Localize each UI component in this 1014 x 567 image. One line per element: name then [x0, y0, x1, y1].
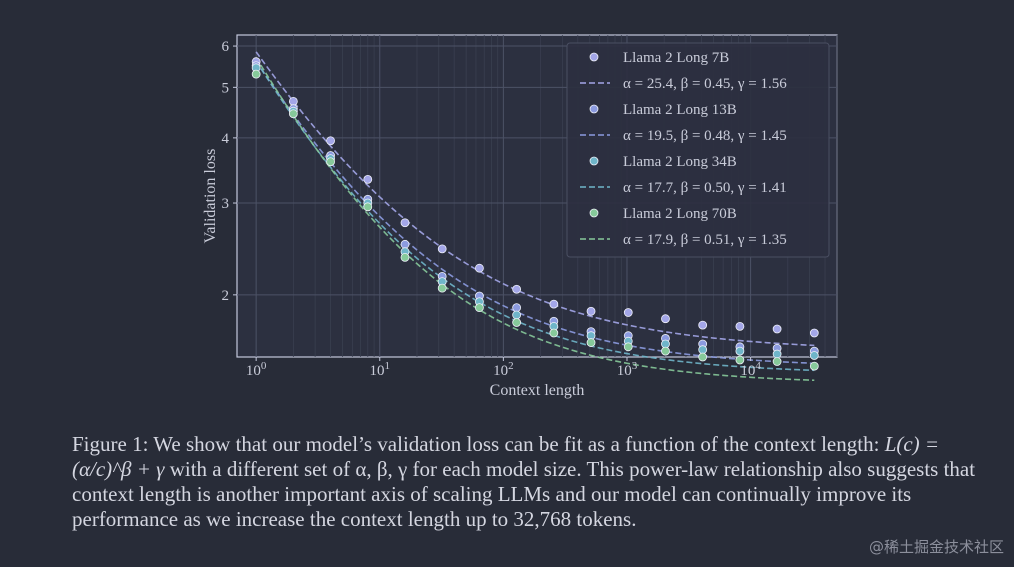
- x-tick-exponent: 0: [261, 360, 267, 372]
- legend-series-name: Llama 2 Long 13B: [623, 102, 737, 118]
- watermark: @稀土掘金技术社区: [868, 538, 1004, 556]
- data-point: [735, 321, 745, 331]
- legend-marker: [589, 104, 599, 114]
- data-point: [586, 338, 596, 347]
- data-point: [288, 96, 298, 106]
- data-point: [549, 299, 559, 309]
- data-point: [735, 355, 745, 365]
- legend-series-name: Llama 2 Long 70B: [623, 206, 737, 222]
- data-point: [512, 318, 522, 327]
- data-point: [809, 328, 819, 338]
- x-tick-exponent: 4: [755, 360, 761, 372]
- data-point: [363, 174, 373, 184]
- data-point: [772, 324, 782, 334]
- data-point: [661, 346, 670, 356]
- data-point: [400, 252, 410, 262]
- legend-series-name: Llama 2 Long 34B: [623, 154, 737, 170]
- x-tick-base: 10: [370, 363, 385, 379]
- data-point: [623, 342, 633, 352]
- x-tick-label: 101: [370, 360, 391, 379]
- legend-fit-label: α = 25.4, β = 0.45, γ = 1.56: [623, 76, 787, 92]
- data-point: [363, 202, 373, 212]
- figure-caption: Figure 1: We show that our model’s valid…: [72, 432, 977, 532]
- y-tick-label: 2: [222, 288, 230, 304]
- data-point: [437, 244, 447, 254]
- fit-curves: [255, 51, 815, 382]
- data-point: [326, 157, 335, 167]
- data-point: [251, 69, 261, 79]
- legend-fit-label: α = 17.9, β = 0.51, γ = 1.35: [623, 232, 787, 248]
- data-point: [698, 320, 708, 330]
- data-point: [809, 351, 819, 360]
- data-point: [661, 314, 670, 324]
- x-axis-ticks: 100 101 102 103 104: [246, 357, 761, 379]
- data-point: [809, 361, 819, 371]
- data-point: [400, 239, 410, 249]
- data-point: [512, 284, 522, 294]
- x-axis-label: Context length: [490, 382, 585, 399]
- y-axis-label: Validation loss: [202, 149, 219, 244]
- data-point: [772, 357, 782, 366]
- data-point: [512, 303, 522, 313]
- data-point: [735, 346, 745, 356]
- data-point: [475, 303, 484, 313]
- data-points: [251, 57, 819, 371]
- x-tick-base: 10: [246, 363, 261, 379]
- x-tick-base: 10: [493, 363, 508, 379]
- data-point: [437, 283, 447, 293]
- fit-curve: [255, 60, 815, 365]
- legend-fit-label: α = 19.5, β = 0.48, γ = 1.45: [623, 128, 787, 144]
- data-point: [549, 328, 559, 338]
- data-point: [288, 109, 298, 119]
- data-point: [326, 136, 335, 146]
- legend: Llama 2 Long 7B α = 25.4, β = 0.45, γ = 1…: [566, 42, 830, 258]
- y-tick-label: 4: [222, 131, 230, 147]
- x-tick-label: 102: [493, 360, 514, 379]
- x-tick-exponent: 3: [632, 360, 638, 372]
- legend-marker: [589, 52, 599, 62]
- x-tick-exponent: 1: [385, 360, 391, 372]
- fit-curve: [255, 51, 815, 347]
- caption-text-start: Figure 1: We show that our model’s valid…: [72, 432, 885, 456]
- data-point: [586, 306, 596, 316]
- x-tick-base: 10: [617, 363, 632, 379]
- data-point: [512, 310, 522, 320]
- x-tick-base: 10: [740, 363, 755, 379]
- y-axis-ticks: 2 3 4 5 6: [222, 39, 237, 304]
- fit-curve: [255, 57, 815, 382]
- data-point: [698, 352, 708, 362]
- data-point: [772, 349, 782, 359]
- x-tick-label: 100: [246, 360, 267, 379]
- legend-marker: [589, 208, 599, 218]
- x-tick-label: 104: [740, 360, 761, 379]
- legend-fit-label: α = 17.7, β = 0.50, γ = 1.41: [623, 180, 787, 196]
- data-point: [475, 263, 484, 273]
- caption-text-end: with a different set of α, β, γ for each…: [72, 457, 976, 531]
- caption-formula: L(c) = (α/c)^β + γ: [72, 432, 940, 481]
- y-tick-label: 3: [222, 196, 230, 212]
- data-point: [623, 308, 633, 317]
- x-tick-label: 103: [617, 360, 638, 379]
- legend-box: [566, 42, 830, 258]
- y-tick-label: 5: [222, 80, 230, 96]
- data-point: [400, 218, 410, 228]
- legend-marker: [589, 156, 599, 166]
- legend-series-name: Llama 2 Long 7B: [623, 50, 729, 66]
- x-tick-exponent: 2: [508, 360, 514, 372]
- y-tick-label: 6: [222, 39, 230, 55]
- data-point: [698, 345, 708, 355]
